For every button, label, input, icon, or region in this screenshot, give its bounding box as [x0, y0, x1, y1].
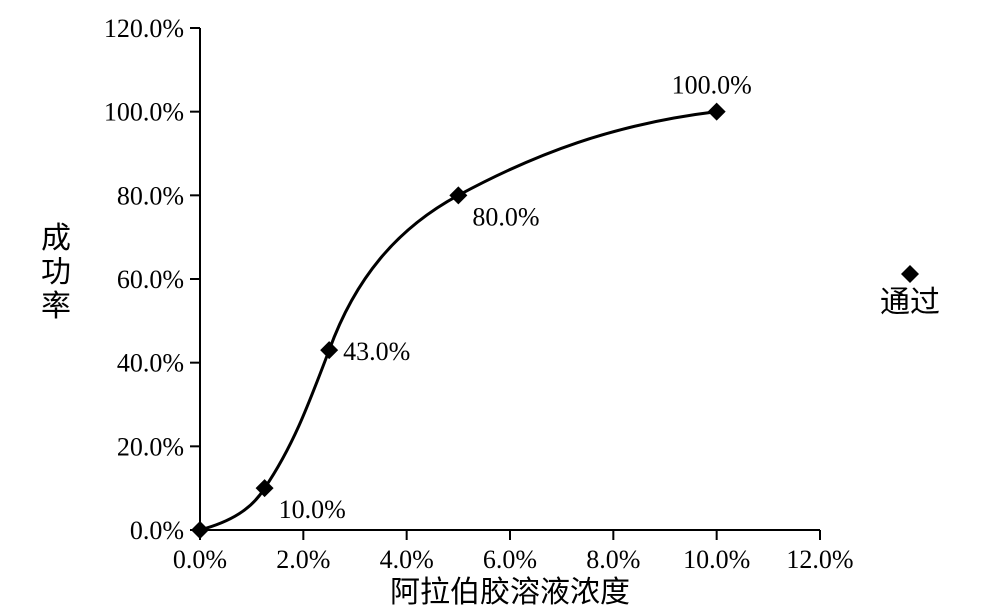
x-tick-label: 8.0% [586, 545, 640, 574]
series-marker [191, 521, 209, 539]
x-tick-label: 4.0% [380, 545, 434, 574]
y-tick-label: 120.0% [104, 14, 184, 43]
legend-marker [901, 265, 919, 283]
line-chart: 0.0% 2.0% 4.0% 6.0% 8.0% 10.0% 12.0% 0.0% 20.0% 4… [0, 0, 1000, 608]
y-tick-label: 60.0% [117, 265, 184, 294]
series-marker [320, 341, 338, 359]
chart-container: 0.0% 2.0% 4.0% 6.0% 8.0% 10.0% 12.0% 0.0% 20.0% 4… [0, 0, 1000, 608]
y-axis-title-char: 率 [41, 290, 71, 323]
series-line [200, 112, 717, 530]
series-marker [256, 479, 274, 497]
y-axis-title-char: 功 [41, 256, 71, 289]
legend-label: 通过 [880, 286, 940, 319]
x-tick-label: 0.0% [173, 545, 227, 574]
y-tick-label: 20.0% [117, 432, 184, 461]
x-tick-label: 6.0% [483, 545, 537, 574]
y-tick-label: 80.0% [117, 181, 184, 210]
data-label: 80.0% [472, 202, 539, 231]
y-tick-label: 0.0% [130, 516, 184, 545]
series-marker [449, 186, 467, 204]
x-tick-label: 10.0% [683, 545, 750, 574]
y-axis-title-char: 成 [41, 222, 71, 255]
y-tick-label: 100.0% [104, 98, 184, 127]
x-tick-label: 2.0% [276, 545, 330, 574]
x-tick-label: 12.0% [786, 545, 853, 574]
data-label: 10.0% [279, 495, 346, 524]
data-label: 43.0% [343, 337, 410, 366]
x-axis-title: 阿拉伯胶溶液浓度 [390, 576, 630, 608]
series-marker [708, 103, 726, 121]
y-tick-label: 40.0% [117, 349, 184, 378]
data-label: 100.0% [672, 71, 752, 100]
